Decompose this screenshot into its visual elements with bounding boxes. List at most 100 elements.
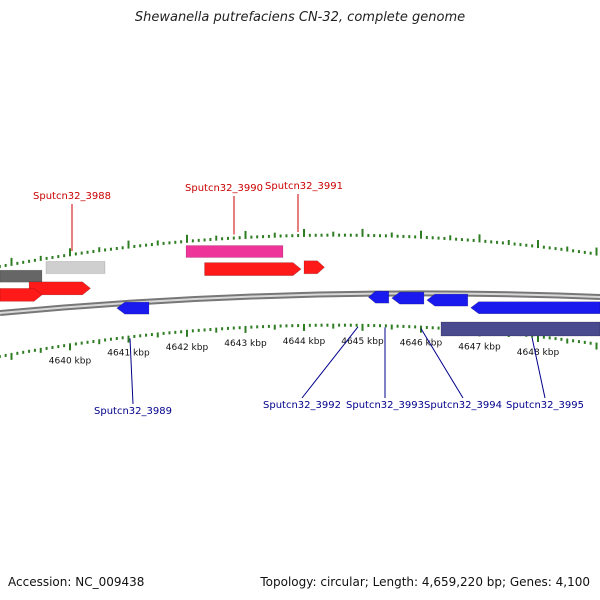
tick-mark-bottom [554,337,557,341]
tick-mark-top [525,243,528,247]
tick-mark-bottom [343,323,346,327]
reverse-strand-track [116,290,600,315]
tick-mark-bottom [320,323,323,327]
tick-mark-top [577,250,580,254]
forward-strand-track [0,260,325,302]
tick-mark-bottom [203,328,206,332]
tick-mark-bottom [162,331,165,335]
tick-mark-top [537,240,539,249]
tick-mark-bottom [250,325,253,329]
tick-mark-top [250,235,253,239]
tick-mark-top [238,236,241,240]
tick-mark-top [139,244,142,248]
tick-mark-top [256,235,259,239]
scale-label: 4644 kbp [283,337,326,347]
tick-mark-top [145,243,148,247]
tick-mark-bottom [355,323,358,327]
tick-mark-top [338,233,341,237]
scale-label: 4642 kbp [166,343,209,353]
tick-mark-top [402,234,405,238]
tick-mark-bottom [367,323,370,327]
tick-mark-top [244,230,247,239]
tick-mark-bottom [267,324,270,328]
tick-mark-bottom [80,341,83,345]
tick-mark-bottom [238,326,241,330]
tick-mark-bottom [191,329,194,333]
tick-mark-top [203,238,206,242]
tick-mark-top [542,245,545,249]
tick-mark-top [531,244,534,248]
tick-mark-bottom [51,345,54,349]
tick-mark-top [343,233,346,237]
tick-mark-top [215,235,218,241]
tick-mark-bottom [174,330,177,334]
tick-mark-top [566,246,569,252]
tick-mark-top [390,232,393,238]
tick-mark-top [209,238,212,242]
tick-mark-top [355,233,358,237]
tick-mark-bottom [145,333,148,337]
tick-mark-bottom [566,338,569,344]
tick-mark-top [285,234,288,238]
tick-mark-top [314,233,317,237]
tick-mark-top [589,251,592,255]
tick-mark-bottom [16,351,19,355]
tick-mark-top [51,255,54,259]
tick-mark-bottom [45,346,48,350]
tick-mark-bottom [303,323,305,331]
tick-mark-bottom [186,329,188,337]
tick-mark-bottom [542,335,545,339]
cog-box [440,321,600,337]
tick-mark-top [484,239,487,243]
reverse-gene-arrow [426,293,469,307]
gene-label-reverse: Sputcn32_3989 [94,406,172,417]
tick-mark-top [501,241,504,245]
tick-mark-bottom [156,332,159,338]
tick-mark-top [115,246,118,250]
tick-mark-top [437,236,440,240]
tick-mark-bottom [431,326,434,330]
tick-mark-bottom [583,340,586,344]
tick-mark-top [519,243,522,247]
tick-mark-top [349,233,352,237]
tick-mark-top [186,234,188,243]
tick-mark-bottom [86,340,89,344]
scale-label: 4648 kbp [517,348,560,358]
tick-mark-top [45,256,48,260]
tick-mark-bottom [414,325,417,329]
tick-mark-top [431,236,434,240]
tick-mark-top [554,247,557,251]
tick-mark-top [303,228,305,237]
scale-labels: 4640 kbp 4641 kbp 4642 kbp 4643 kbp 4644 kbp… [49,337,560,366]
tick-mark-top [455,237,458,241]
tick-mark-top [490,240,493,244]
gene-label-reverse: Sputcn32_3995 [506,400,584,411]
tick-mark-bottom [10,352,13,360]
tick-mark-bottom [69,343,71,351]
scale-label: 4643 kbp [224,339,267,349]
tick-mark-top [320,233,323,237]
tick-mark-bottom [33,348,36,352]
tick-mark-bottom [63,344,66,348]
tick-mark-top [127,240,130,249]
scale-label: 4647 kbp [458,342,501,352]
gene-label-reverse: Sputcn32_3994 [424,400,502,411]
tick-mark-top [572,249,575,253]
reverse-gene-arrow [391,291,425,305]
tick-mark-top [466,238,469,242]
cog-box [45,261,106,274]
tick-mark-top [57,255,60,259]
tick-mark-bottom [168,331,171,335]
tick-mark-bottom [349,323,352,327]
tick-mark-bottom [577,340,580,344]
tick-mark-bottom [291,324,294,328]
tick-mark-top [507,239,510,245]
tick-mark-bottom [361,323,364,331]
cog-track-reverse [440,321,600,337]
tick-mark-bottom [384,324,387,328]
tick-mark-top [548,246,551,250]
tick-mark-top [69,248,71,257]
tick-mark-top [414,235,417,239]
backbone-inner [0,292,600,314]
tick-mark-bottom [98,339,101,345]
